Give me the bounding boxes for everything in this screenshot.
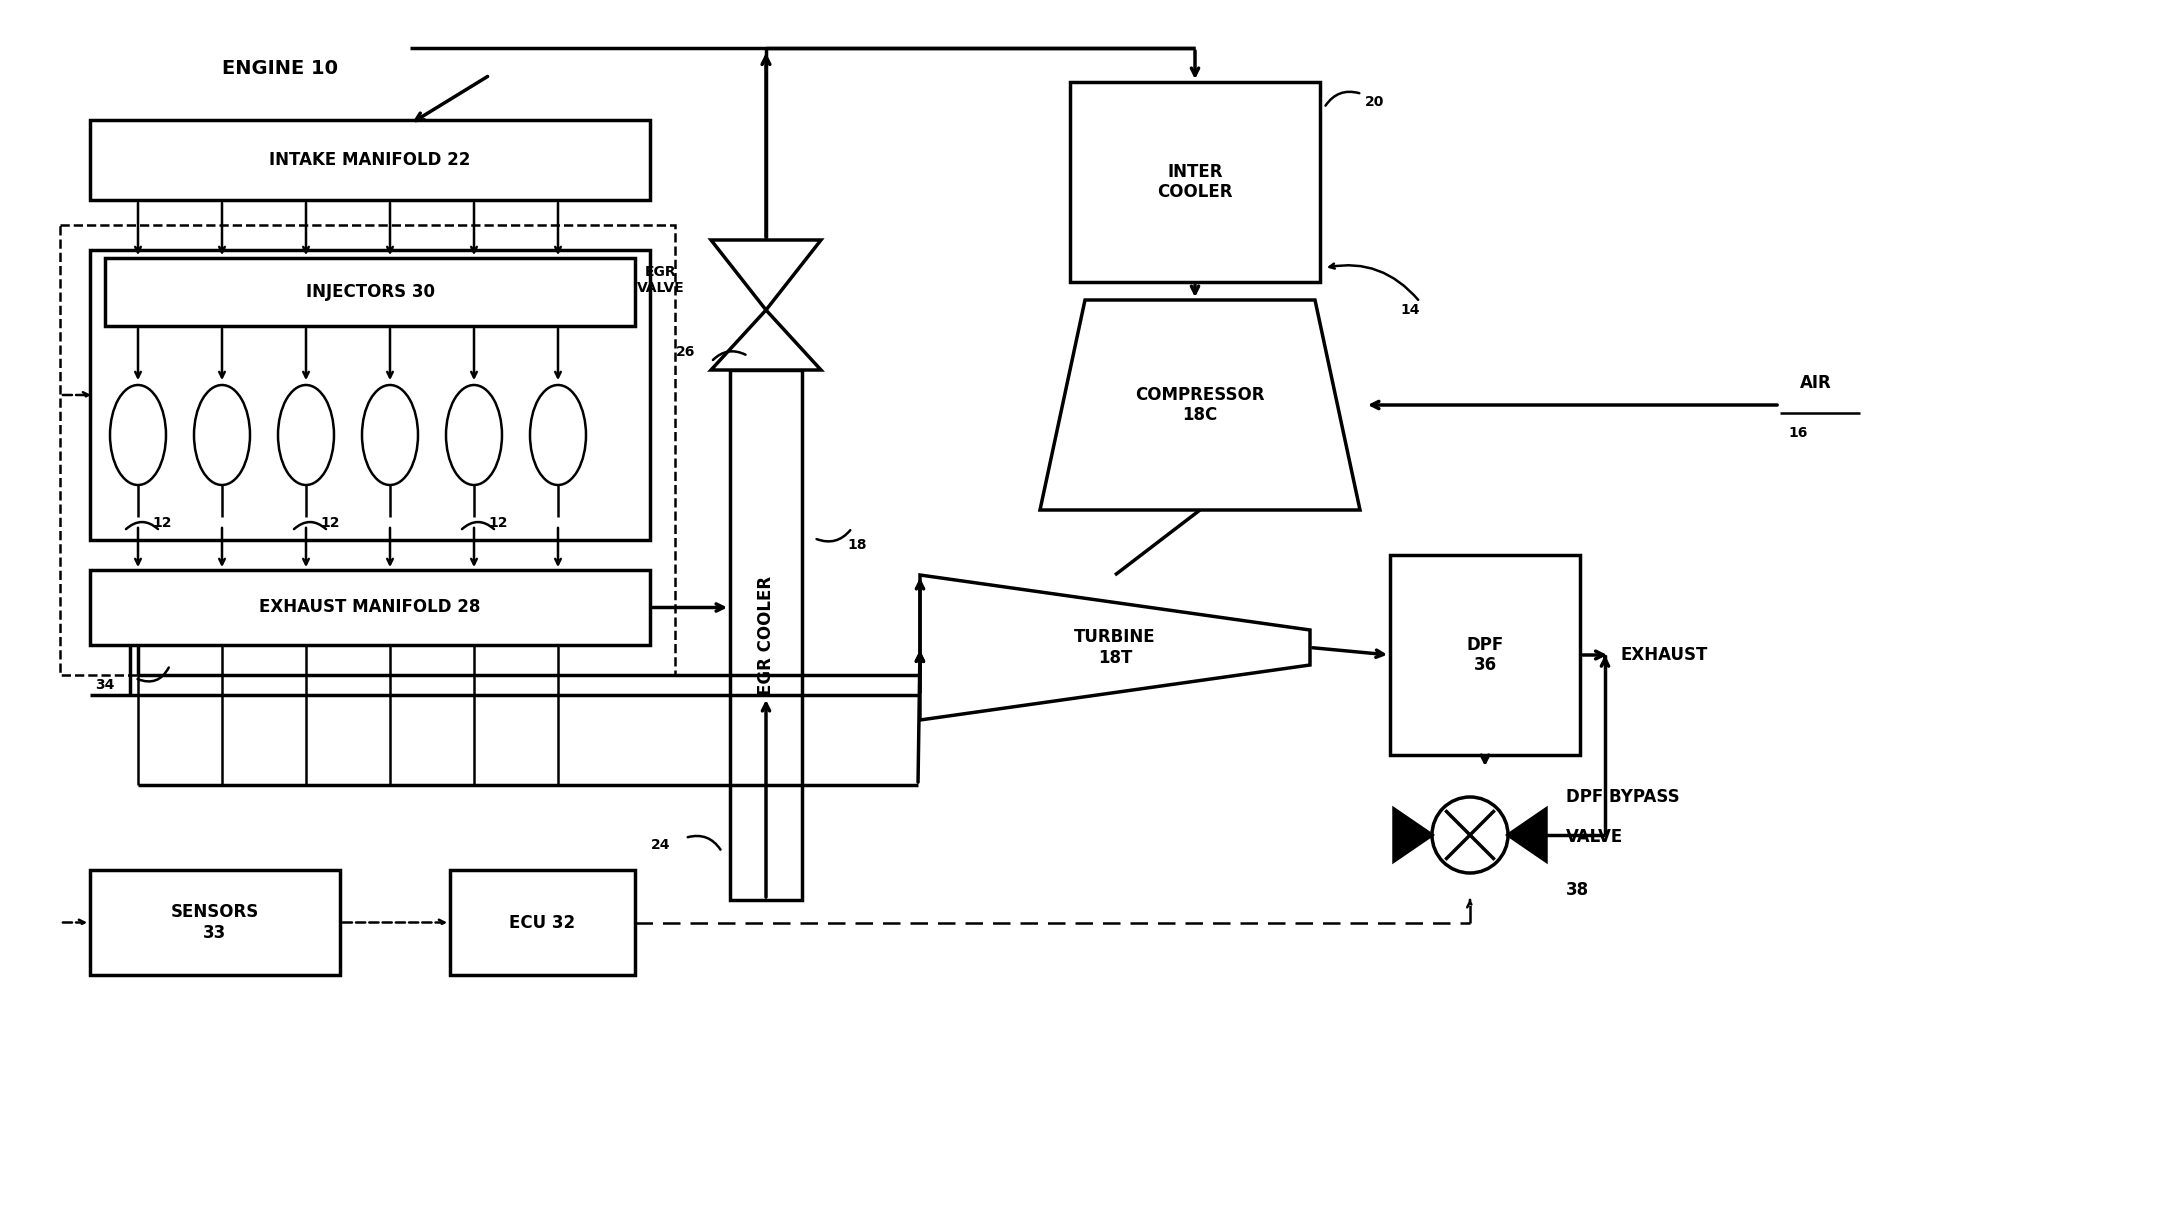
Text: EGR COOLER: EGR COOLER	[757, 575, 775, 694]
FancyBboxPatch shape	[1390, 555, 1580, 754]
FancyBboxPatch shape	[89, 120, 651, 199]
Text: 12: 12	[152, 516, 172, 530]
FancyBboxPatch shape	[450, 870, 635, 974]
Text: TURBINE
18T: TURBINE 18T	[1075, 629, 1155, 667]
Text: AIR: AIR	[1800, 374, 1832, 392]
Circle shape	[1432, 797, 1508, 873]
Text: VALVE: VALVE	[1567, 828, 1623, 846]
FancyBboxPatch shape	[89, 870, 339, 974]
Ellipse shape	[194, 384, 250, 485]
Polygon shape	[920, 575, 1310, 721]
Text: 12: 12	[487, 516, 507, 530]
Ellipse shape	[279, 384, 333, 485]
Text: INTER
COOLER: INTER COOLER	[1158, 162, 1234, 202]
FancyBboxPatch shape	[104, 258, 635, 326]
Text: DPF
36: DPF 36	[1467, 636, 1504, 675]
Polygon shape	[1040, 300, 1360, 510]
Ellipse shape	[361, 384, 418, 485]
Text: EGR
VALVE: EGR VALVE	[638, 265, 685, 295]
Polygon shape	[1395, 809, 1432, 861]
Text: 34: 34	[96, 678, 115, 692]
Text: 16: 16	[1789, 426, 1808, 440]
Text: EXHAUST MANIFOLD 28: EXHAUST MANIFOLD 28	[259, 598, 481, 617]
Text: ENGINE 10: ENGINE 10	[222, 58, 337, 77]
Text: 20: 20	[1364, 96, 1384, 109]
Ellipse shape	[446, 384, 503, 485]
Text: EXHAUST: EXHAUST	[1619, 646, 1708, 664]
FancyBboxPatch shape	[61, 225, 675, 675]
Ellipse shape	[111, 384, 165, 485]
Text: COMPRESSOR
18C: COMPRESSOR 18C	[1136, 386, 1264, 424]
FancyBboxPatch shape	[729, 370, 803, 899]
Text: SENSORS
33: SENSORS 33	[172, 903, 259, 942]
FancyBboxPatch shape	[1071, 82, 1321, 282]
Text: INJECTORS 30: INJECTORS 30	[305, 283, 435, 301]
Ellipse shape	[531, 384, 585, 485]
Polygon shape	[712, 241, 820, 310]
Text: DPF BYPASS: DPF BYPASS	[1567, 788, 1680, 806]
Text: INTAKE MANIFOLD 22: INTAKE MANIFOLD 22	[270, 151, 470, 169]
Text: 14: 14	[1399, 303, 1419, 317]
Polygon shape	[1508, 809, 1545, 861]
Polygon shape	[712, 310, 820, 370]
Text: 24: 24	[651, 838, 670, 852]
Text: 12: 12	[320, 516, 339, 530]
Text: ECU 32: ECU 32	[509, 914, 577, 931]
FancyBboxPatch shape	[89, 569, 651, 644]
FancyBboxPatch shape	[89, 250, 651, 540]
Text: 26: 26	[677, 345, 696, 359]
Text: 38: 38	[1567, 881, 1588, 899]
Text: 18: 18	[846, 538, 866, 553]
